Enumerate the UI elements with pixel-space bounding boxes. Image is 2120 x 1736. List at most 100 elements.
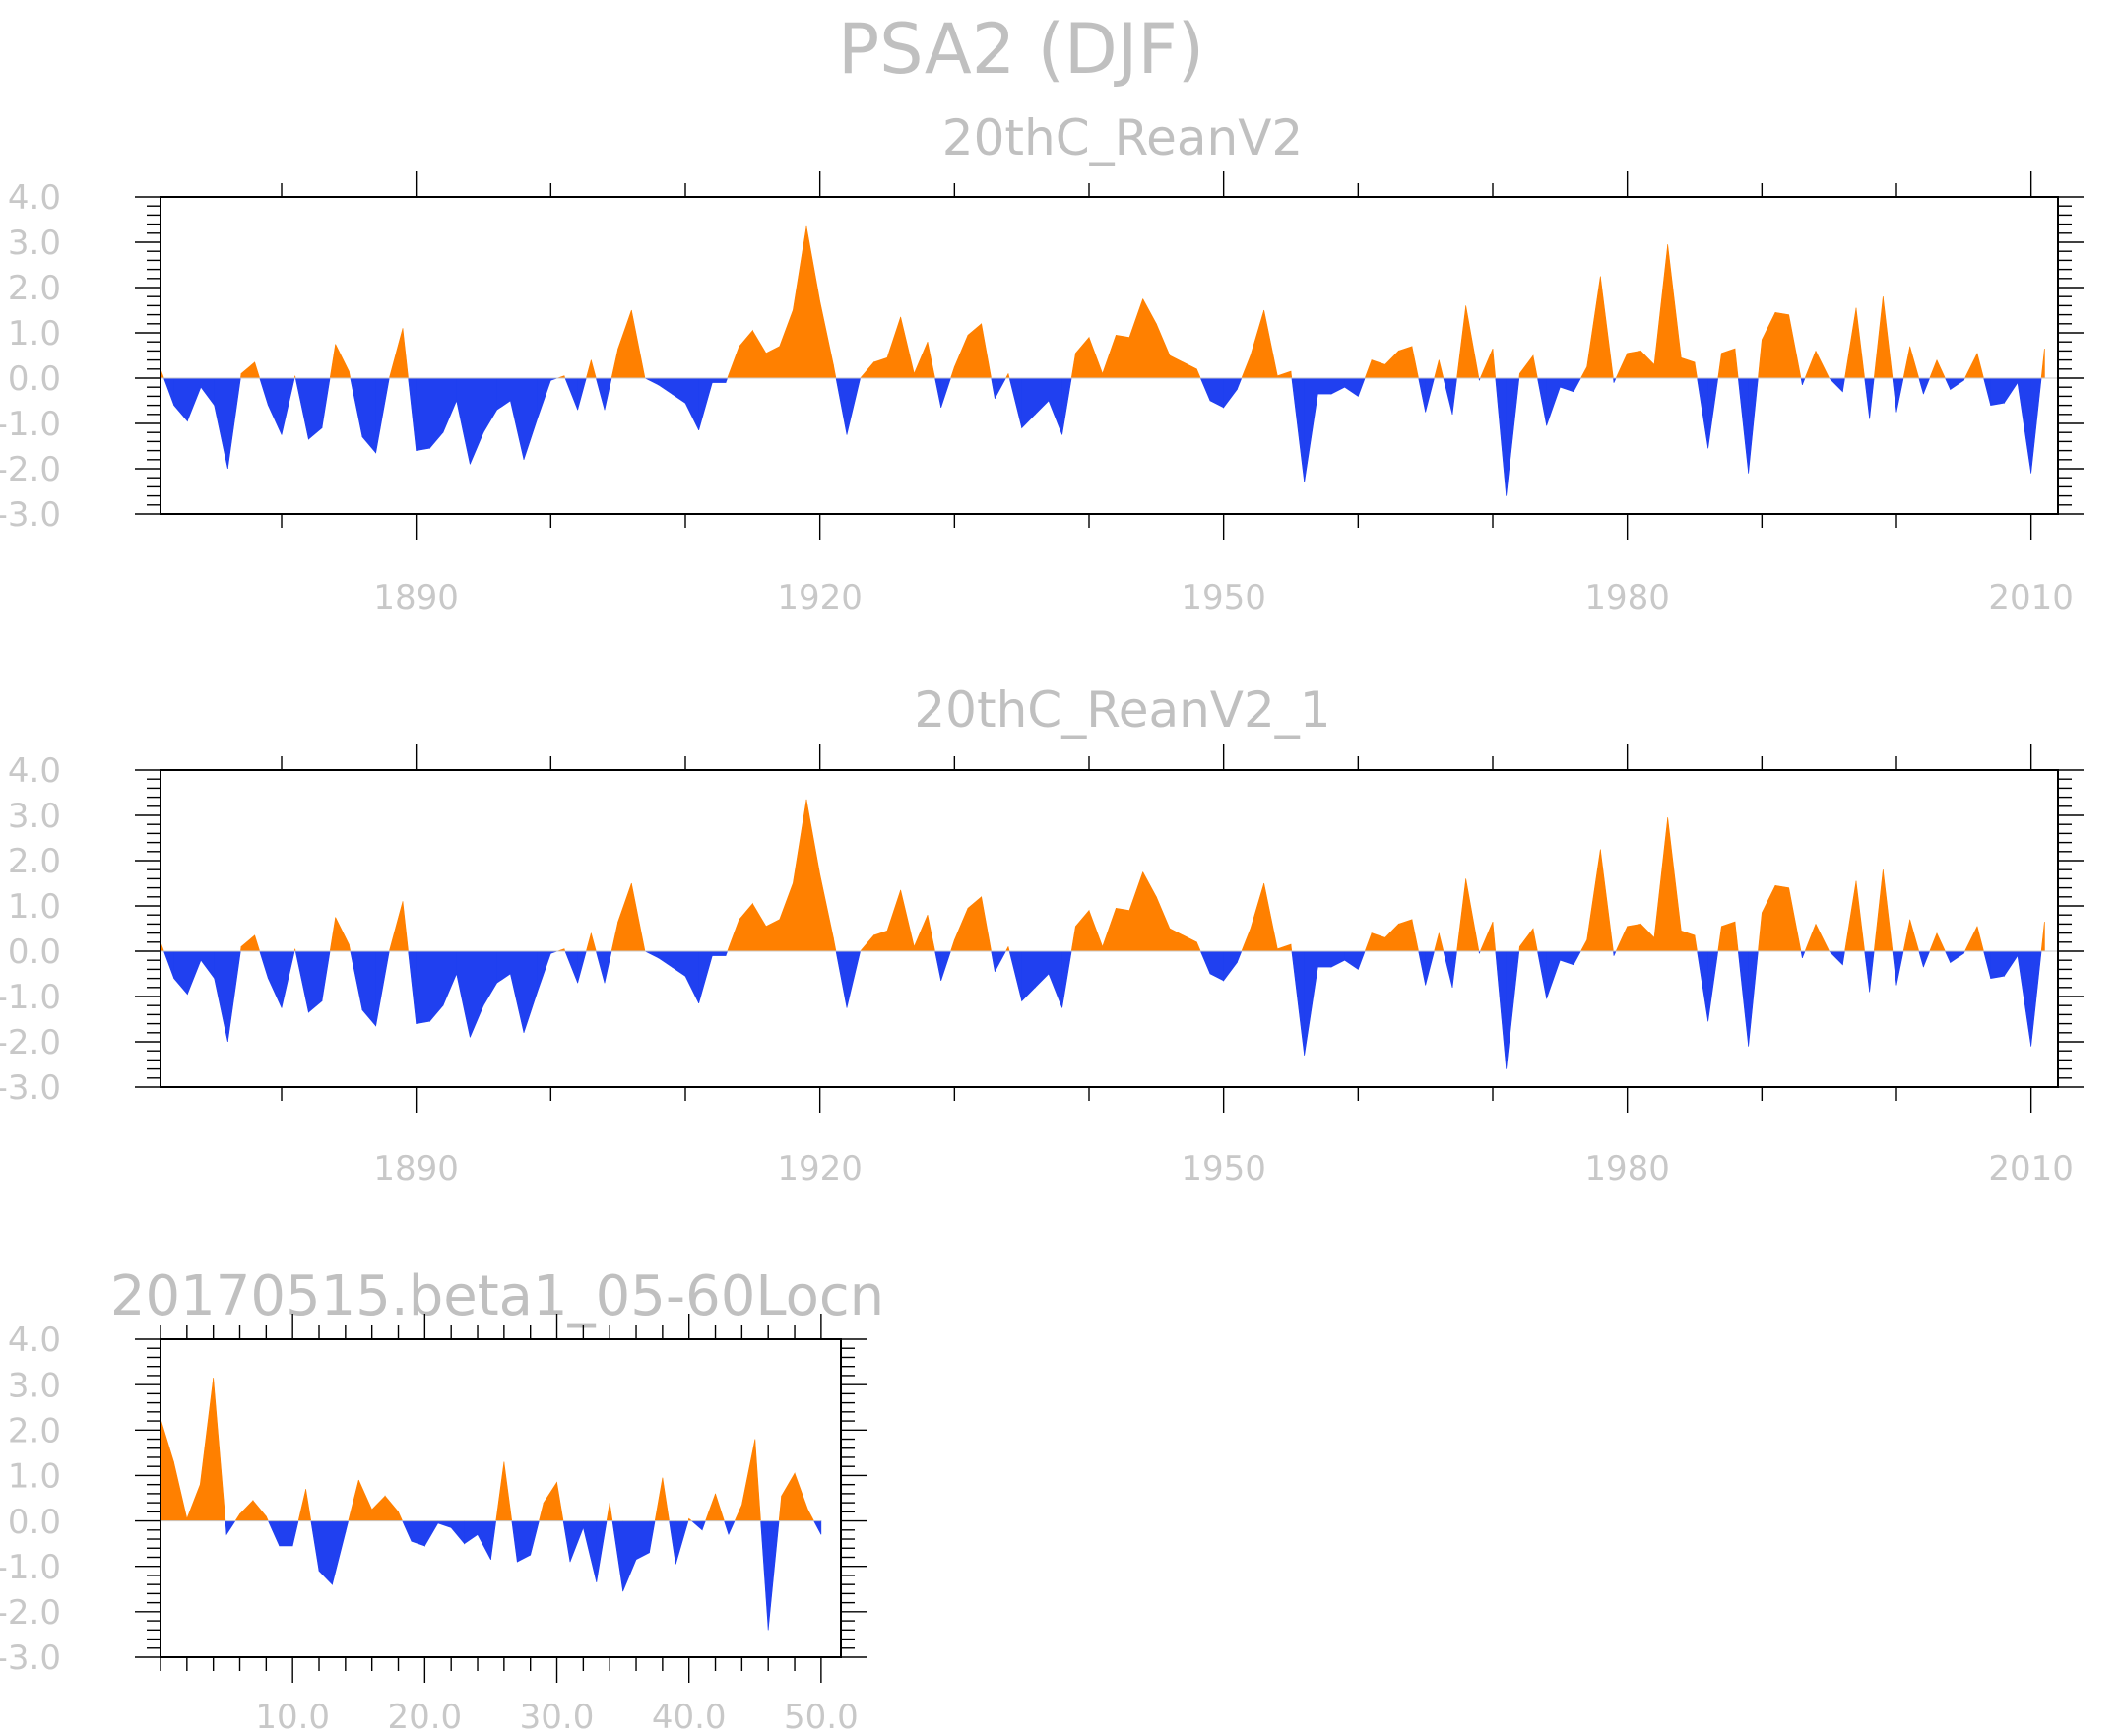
panel-2-positive-area	[1694, 934, 1698, 952]
panel-2-positive-area	[1929, 932, 1938, 952]
panel-1-positive-area	[1290, 371, 1293, 379]
panel-1-positive-area	[1762, 312, 1776, 379]
panel-2-negative-area	[268, 950, 283, 1008]
panel-3-ytick-label: -2.0	[0, 1593, 61, 1633]
panel-2-positive-area	[1384, 923, 1399, 952]
panel-1-positive-area	[1640, 350, 1655, 379]
panel-2-negative-area	[1061, 950, 1072, 1008]
panel-1-negative-area	[470, 377, 484, 465]
panel-3-positive-area	[539, 1503, 545, 1521]
panel-3-positive-area	[357, 1479, 372, 1521]
panel-3-negative-area	[464, 1520, 479, 1545]
panel-2-positive-area	[1653, 817, 1668, 952]
panel-1-positive-area	[779, 309, 794, 379]
panel-1-positive-area	[2040, 349, 2045, 379]
panel-1-plot: -3.0 -2.0 -1.0 0.0 1.0 2.0 3.0 4.0 1890 1920 1950 1…	[0, 171, 2084, 617]
panel-2-negative-area	[510, 950, 525, 1033]
panel-1-positive-area	[1734, 349, 1739, 379]
panel-1-negative-area	[1291, 377, 1305, 482]
panel-1-negative-area	[1061, 377, 1072, 435]
panel-3-xtick-label: 30.0	[520, 1698, 595, 1736]
panel-1-negative-area	[1869, 377, 1875, 419]
panel-1-negative-area	[429, 377, 444, 450]
panel-3-positive-area	[705, 1493, 716, 1521]
panel-2-negative-area	[1344, 950, 1359, 970]
panel-1-positive-area	[1196, 368, 1201, 379]
panel-1-negative-area	[934, 377, 941, 408]
figure-title: PSA2 (DJF)	[838, 9, 1204, 90]
panel-2-negative-area	[1892, 950, 1897, 986]
panel-1-negative-area	[1418, 377, 1426, 413]
panel-1-xtick-label: 1980	[1584, 578, 1670, 617]
panel-2-negative-area	[1237, 950, 1243, 963]
panel-3-negative-area	[424, 1520, 439, 1548]
panel-2-positive-area	[950, 939, 955, 952]
panel-2-negative-area	[1506, 950, 1520, 1069]
panel-2-negative-area	[2004, 950, 2019, 978]
panel-2-negative-area	[496, 950, 511, 984]
panel-3-positive-area	[297, 1489, 306, 1521]
panel-2-negative-area	[1737, 950, 1749, 1047]
panel-2-negative-area	[595, 950, 606, 984]
panel-1-negative-area	[1304, 377, 1318, 482]
panel-1-positive-area	[1456, 305, 1466, 379]
panel-3-positive-area	[781, 1472, 796, 1521]
panel-3-negative-area	[511, 1520, 518, 1563]
panel-2-positive-area	[886, 889, 901, 952]
panel-1-xtick-label: 1920	[777, 578, 863, 617]
panel-1-positive-area	[1479, 348, 1494, 379]
panel-2-negative-area	[1304, 950, 1318, 1056]
panel-2-negative-area	[1869, 950, 1875, 993]
panel-3-negative-area	[760, 1520, 769, 1631]
panel-2-positive-area	[1600, 849, 1614, 952]
panel-2-negative-area	[294, 950, 309, 1013]
panel-3-positive-area	[606, 1503, 610, 1521]
panel-1-positive-area	[1492, 349, 1497, 379]
panel-2-frame	[160, 769, 2059, 1088]
panel-2-negative-area	[187, 950, 202, 995]
panel-2-negative-area	[672, 950, 686, 977]
panel-3-xtick-label: 20.0	[387, 1698, 462, 1736]
panel-2-negative-area	[1748, 950, 1759, 1047]
panel-2-ytick-label: 0.0	[8, 932, 61, 972]
panel-2-positive-area	[1479, 921, 1494, 952]
panel-2-positive-area	[1615, 926, 1628, 952]
panel-1-ytick-label: 3.0	[8, 224, 61, 263]
panel-3-positive-area	[778, 1496, 782, 1521]
panel-2-negative-area	[1035, 950, 1050, 989]
panel-2-positive-area	[873, 930, 888, 952]
panel-3-negative-area	[279, 1520, 293, 1547]
panel-1-negative-area	[1950, 377, 1964, 391]
panel-1-positive-area	[254, 361, 261, 379]
panel-1-positive-area	[1873, 296, 1884, 379]
panel-3-negative-area	[569, 1520, 584, 1563]
panel-1-positive-area	[1398, 346, 1413, 379]
panel-1-negative-area	[2030, 377, 2042, 474]
panel-2-negative-area	[1923, 950, 1931, 968]
panel-1-negative-area	[1895, 377, 1904, 413]
panel-1-negative-area	[200, 377, 215, 407]
panel-1-negative-area	[1737, 377, 1749, 474]
panel-1-negative-area	[1892, 377, 1897, 413]
panel-2: 20thC_ReanV2_1 -3.0 -2.0 -1.0 0.0 1.0 2.0 3.0 4…	[0, 681, 2084, 1189]
panel-1-negative-area	[173, 377, 188, 422]
panel-1-negative-area	[1613, 377, 1617, 383]
panel-2-positive-area	[1532, 928, 1538, 952]
panel-2-negative-area	[1443, 950, 1453, 988]
panel-1-negative-area	[1560, 377, 1574, 393]
panel-2-negative-area	[482, 950, 497, 1007]
panel-1-negative-area	[1330, 377, 1345, 395]
panel-1-positive-area	[1774, 311, 1789, 379]
panel-2-negative-area	[1983, 950, 1991, 979]
panel-1-negative-area	[1697, 377, 1708, 449]
panel-2-positive-area	[254, 934, 261, 952]
panel-2-positive-area	[1721, 921, 1736, 952]
panel-2-negative-area	[537, 950, 551, 993]
panel-3-negative-area	[411, 1520, 425, 1547]
panel-1-positive-area	[739, 329, 753, 379]
panel-3-negative-area	[450, 1520, 465, 1545]
panel-2-negative-area	[1358, 950, 1366, 970]
panel-1-negative-area	[268, 377, 283, 435]
panel-1-negative-area	[1344, 377, 1359, 397]
